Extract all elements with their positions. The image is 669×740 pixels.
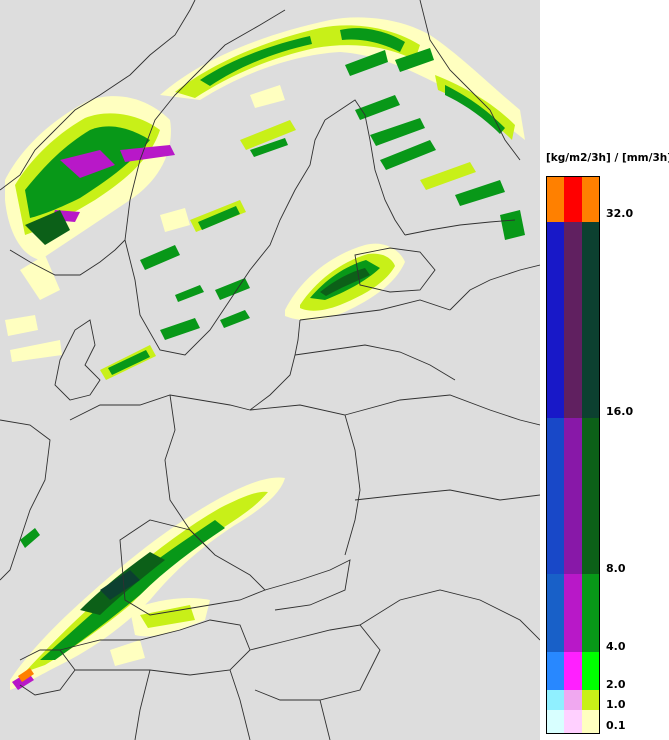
legend-tick-label: 0.1	[606, 719, 626, 732]
denmark-outline	[54, 319, 101, 401]
precip-norway-coast	[5, 96, 175, 300]
poland-east-border	[249, 404, 361, 556]
slovakia-border	[264, 559, 351, 611]
legend-band-4-8-col3	[582, 574, 600, 652]
precipitation-areas	[5, 17, 525, 690]
legend-unit-label: [kg/m2/3h] / [mm/3h]	[546, 152, 669, 164]
finland-south-coast	[404, 219, 516, 236]
legend-tick-label: 4.0	[606, 640, 626, 653]
sweden-norway-border	[124, 9, 286, 241]
legend-band-32+-col3	[582, 176, 600, 222]
legend-band-1-2-col3	[582, 690, 600, 710]
legend-band-4-8-col1	[546, 574, 564, 652]
estonia-outline	[354, 247, 436, 293]
legend-band-8-16-col3	[582, 418, 600, 574]
legend-tick-label: 32.0	[606, 207, 634, 220]
latvia-border	[299, 299, 451, 321]
legend-tick-label: 2.0	[606, 678, 626, 691]
norway-coastline	[0, 0, 196, 191]
norway-south-coast	[9, 239, 126, 276]
hungary-border	[249, 624, 381, 701]
legend-band-2-4-col3	[582, 652, 600, 690]
legend-band-16-32-col2	[564, 222, 582, 418]
baltic-coast-lower	[249, 319, 301, 411]
borders-and-coastlines	[0, 0, 540, 740]
legend-frame	[546, 176, 600, 734]
precip-central-europe-band	[10, 477, 285, 690]
precip-finland-streaks	[345, 48, 525, 240]
legend-tick-label: 16.0	[606, 405, 634, 418]
precip-north-band	[160, 17, 525, 141]
legend-band-0.1-1-col3	[582, 710, 600, 734]
legend-band-32+-col2	[564, 176, 582, 222]
balkan-border	[134, 669, 331, 740]
switzerland-border	[19, 649, 76, 696]
lithuania-border	[294, 344, 456, 381]
legend-band-16-32-col3	[582, 222, 600, 418]
legend-band-2-4-col2	[564, 652, 582, 690]
legend-panel: [kg/m2/3h] / [mm/3h] 32.0 16.0 8.0 4.0 2.0 1.…	[540, 0, 669, 740]
legend-color-bar	[546, 176, 600, 734]
legend-band-32+-col1	[546, 176, 564, 222]
gulf-of-bothnia-east	[324, 99, 406, 236]
sweden-east-coast	[124, 119, 326, 356]
precip-baltic-band	[285, 243, 405, 321]
legend-band-16-32-col1	[546, 222, 564, 418]
belarus-ukraine-border	[354, 489, 540, 501]
czech-border	[119, 519, 266, 616]
legend-band-8-16-col1	[546, 418, 564, 574]
legend-band-1-2-col2	[564, 690, 582, 710]
legend-tick-label: 1.0	[606, 698, 626, 711]
austria-border	[59, 619, 251, 676]
legend-band-0.1-1-col2	[564, 710, 582, 734]
precip-drizzle-spots	[5, 85, 285, 362]
west-border	[0, 419, 51, 581]
legend-band-2-4-col1	[546, 652, 564, 690]
precipitation-map	[0, 0, 540, 740]
legend-band-1-2-col1	[546, 690, 564, 710]
precip-sweden-streaks	[100, 120, 296, 380]
belarus-border	[344, 394, 540, 426]
finland-russia-border	[419, 0, 521, 161]
legend-band-4-8-col2	[564, 574, 582, 652]
legend-band-0.1-1-col1	[546, 710, 564, 734]
russia-border	[449, 264, 540, 311]
legend-band-8-16-col2	[564, 418, 582, 574]
legend-tick-label: 8.0	[606, 562, 626, 575]
romania-border	[359, 589, 540, 641]
